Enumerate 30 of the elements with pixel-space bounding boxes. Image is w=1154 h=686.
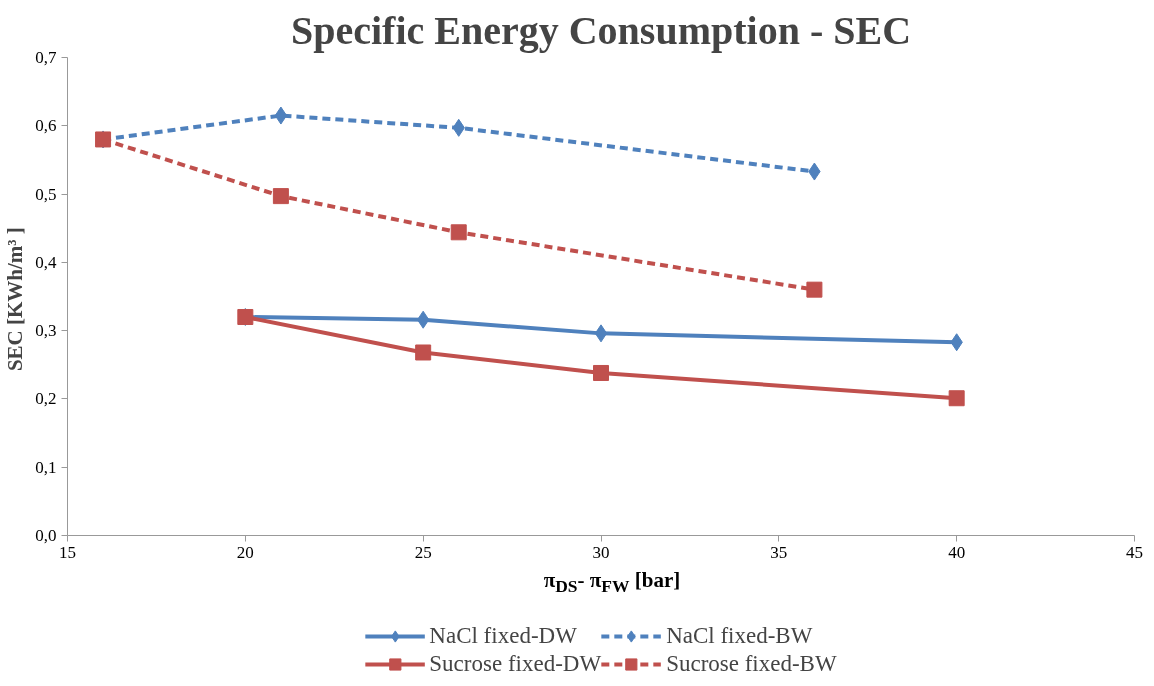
x-tick-label: 20	[236, 542, 254, 562]
point	[806, 281, 823, 298]
x-tick-label: 40	[948, 542, 966, 562]
point	[948, 390, 965, 407]
x-tick-label: 35	[770, 542, 788, 562]
x-tick-label: 30	[592, 542, 610, 562]
y-tick-label: 0,5	[35, 184, 57, 204]
x-tick-label: 15	[59, 542, 76, 562]
y-axis-title: SEC [KWh/m³ ]	[3, 227, 28, 372]
y-tick-label: 0,7	[35, 48, 57, 67]
legend-label: NaCl fixed-DW	[429, 622, 577, 650]
legend-label: Sucrose fixed-BW	[666, 650, 837, 678]
y-tick-label: 0,4	[35, 252, 57, 272]
y-tick-label: 0,3	[35, 321, 57, 341]
chart-title: Specific Energy Consumption - SEC	[290, 7, 912, 53]
y-tick-label: 0,2	[35, 389, 57, 409]
point	[593, 364, 609, 381]
x-tick-label: 25	[414, 542, 432, 562]
y-tick-label: 0,1	[35, 457, 57, 477]
y-tick-label: 0,6	[35, 116, 57, 136]
point	[274, 106, 288, 125]
point	[450, 224, 467, 241]
y-tick-label: 0,0	[35, 526, 57, 545]
x-tick-label: 45	[1126, 542, 1143, 562]
x-axis-title: π$_{DS}$- π$_{FW}$ [bar]	[543, 567, 681, 599]
legend-label: Sucrose fixed-DW	[429, 650, 602, 678]
legend-label: NaCl fixed-BW	[666, 622, 813, 650]
point	[272, 188, 289, 205]
point	[594, 324, 608, 343]
point	[415, 344, 432, 361]
